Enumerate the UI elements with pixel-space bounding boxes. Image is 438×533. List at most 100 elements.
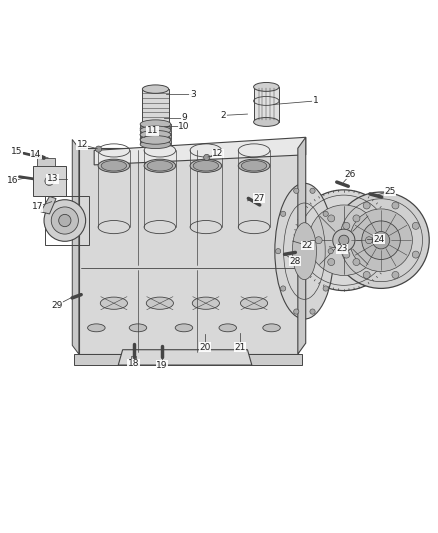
Ellipse shape (140, 140, 171, 149)
Ellipse shape (142, 85, 169, 93)
Circle shape (310, 309, 315, 314)
Text: 28: 28 (290, 257, 301, 266)
Circle shape (343, 222, 350, 229)
Ellipse shape (241, 160, 267, 171)
Text: 2: 2 (221, 111, 226, 120)
Circle shape (328, 248, 333, 254)
Circle shape (328, 259, 335, 265)
Ellipse shape (44, 200, 86, 241)
Ellipse shape (101, 160, 127, 171)
Circle shape (363, 202, 370, 209)
Ellipse shape (140, 135, 171, 144)
Circle shape (310, 188, 315, 193)
Text: 21: 21 (234, 343, 246, 352)
Text: 26: 26 (345, 170, 356, 179)
Text: 24: 24 (374, 235, 385, 244)
Ellipse shape (292, 223, 316, 280)
Text: 11: 11 (147, 126, 158, 135)
Ellipse shape (146, 297, 173, 309)
Ellipse shape (98, 159, 130, 172)
Ellipse shape (140, 126, 171, 134)
Text: 9: 9 (181, 113, 187, 122)
Text: 23: 23 (336, 245, 347, 254)
Text: 15: 15 (11, 147, 22, 156)
Circle shape (280, 211, 286, 216)
Circle shape (45, 177, 53, 185)
Ellipse shape (142, 122, 169, 131)
Text: 14: 14 (30, 150, 42, 159)
Polygon shape (94, 138, 306, 165)
Text: 12: 12 (77, 140, 88, 149)
Ellipse shape (59, 214, 71, 227)
Circle shape (315, 237, 322, 244)
Polygon shape (254, 87, 279, 122)
Ellipse shape (238, 159, 270, 172)
Ellipse shape (240, 297, 268, 309)
Ellipse shape (190, 159, 222, 172)
Ellipse shape (175, 324, 193, 332)
Text: 1: 1 (312, 96, 318, 106)
Circle shape (339, 235, 349, 245)
Ellipse shape (254, 83, 279, 91)
Circle shape (293, 190, 394, 290)
Text: 25: 25 (384, 187, 396, 196)
Circle shape (350, 209, 413, 271)
Circle shape (333, 192, 429, 288)
Circle shape (333, 229, 355, 251)
Circle shape (392, 202, 399, 209)
Circle shape (343, 251, 350, 258)
Circle shape (280, 286, 286, 291)
Ellipse shape (275, 183, 334, 319)
Circle shape (392, 271, 399, 278)
Polygon shape (41, 197, 56, 214)
Text: 19: 19 (156, 360, 168, 369)
Ellipse shape (140, 135, 171, 143)
Circle shape (363, 271, 370, 278)
Polygon shape (131, 356, 136, 365)
Polygon shape (140, 135, 171, 139)
Ellipse shape (140, 131, 171, 139)
Ellipse shape (100, 297, 127, 309)
Circle shape (362, 221, 400, 260)
Text: 20: 20 (199, 343, 211, 352)
Circle shape (372, 231, 390, 249)
Ellipse shape (263, 324, 280, 332)
Polygon shape (142, 89, 169, 126)
Text: 13: 13 (47, 174, 58, 183)
Ellipse shape (254, 117, 279, 126)
Circle shape (353, 215, 360, 222)
Circle shape (308, 205, 379, 276)
Circle shape (293, 309, 299, 314)
Circle shape (328, 215, 335, 222)
Ellipse shape (147, 160, 173, 171)
Text: 18: 18 (128, 359, 139, 368)
Circle shape (412, 222, 419, 229)
Ellipse shape (129, 324, 147, 332)
Ellipse shape (193, 160, 219, 171)
Polygon shape (72, 140, 79, 354)
Text: 16: 16 (7, 176, 18, 185)
Text: 29: 29 (51, 301, 63, 310)
Ellipse shape (219, 324, 237, 332)
Ellipse shape (140, 120, 171, 128)
Text: 17: 17 (32, 203, 43, 212)
Polygon shape (79, 148, 298, 354)
Ellipse shape (140, 131, 171, 139)
Circle shape (353, 259, 360, 265)
Ellipse shape (192, 297, 219, 309)
Circle shape (365, 237, 372, 244)
Circle shape (323, 286, 328, 291)
Ellipse shape (51, 207, 78, 234)
Text: 10: 10 (178, 122, 190, 131)
Ellipse shape (88, 324, 105, 332)
Ellipse shape (144, 159, 176, 172)
Text: 3: 3 (190, 90, 196, 99)
Text: 27: 27 (254, 193, 265, 203)
Polygon shape (37, 158, 55, 166)
Circle shape (276, 248, 281, 254)
Polygon shape (33, 166, 66, 197)
Circle shape (323, 211, 328, 216)
Polygon shape (74, 354, 302, 365)
Polygon shape (140, 140, 171, 144)
Circle shape (412, 251, 419, 258)
